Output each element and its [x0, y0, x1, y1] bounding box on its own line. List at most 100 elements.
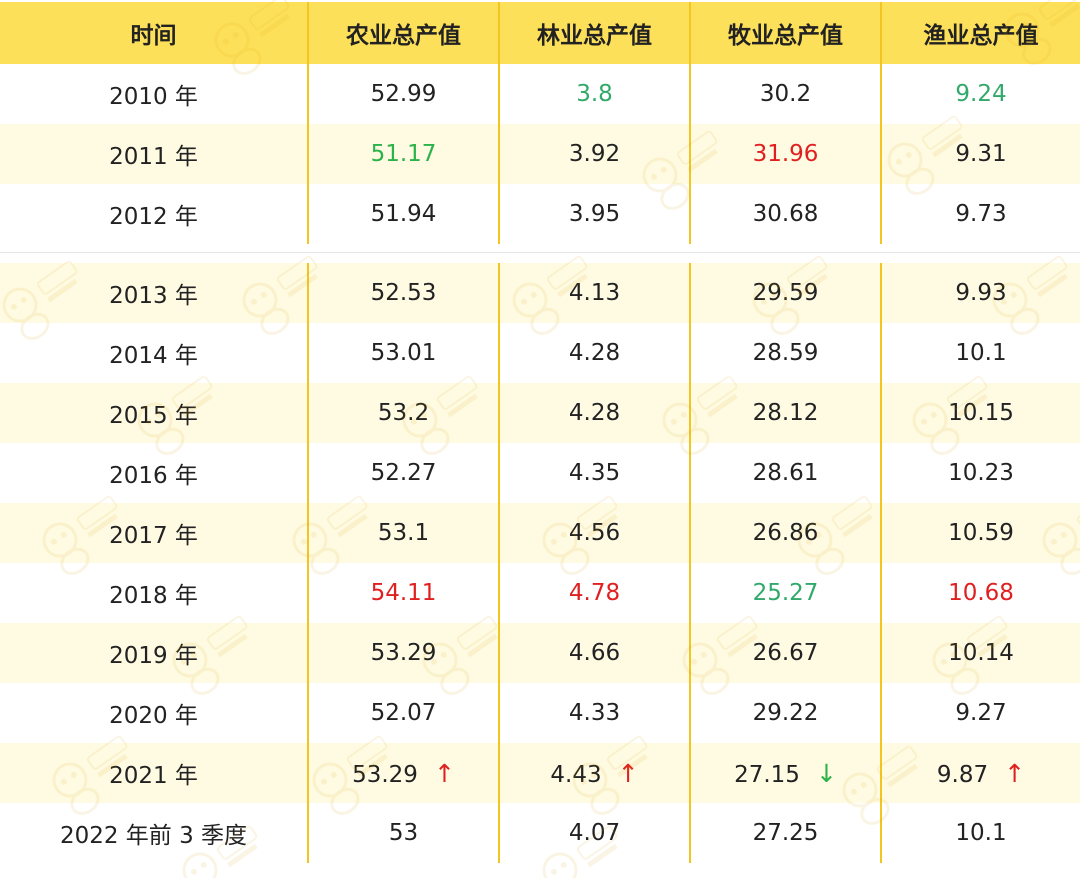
table-cell: 9.31	[880, 124, 1080, 184]
table-cell: 31.96	[689, 124, 881, 184]
table-cell: 29.59	[689, 263, 881, 323]
table-row: 2018 年 54.11 4.78 25.27 10.68	[0, 563, 1080, 623]
table-cell: 27.15 ↓	[689, 743, 881, 803]
cell-value: 2015 年	[109, 403, 198, 429]
cell-value: 27.15	[734, 761, 800, 788]
table-cell: 3.92	[498, 124, 690, 184]
cell-value: 51.94	[370, 201, 437, 227]
table-cell: 4.56	[498, 503, 690, 563]
table-row: 2010 年 52.99 3.8 30.2 9.24	[0, 64, 1080, 124]
table-cell: 3.95	[498, 184, 690, 244]
table-row: 2013 年 52.53 4.13 29.59 9.93	[0, 263, 1080, 323]
data-table-bottom: 2013 年 52.53 4.13 29.59 9.93 2014 年 53.01 4.28 2…	[0, 263, 1080, 863]
cell-value: 26.86	[752, 520, 819, 546]
table-cell: 25.27	[689, 563, 881, 623]
cell-value: 4.33	[568, 700, 621, 726]
table-cell: 53.29	[307, 623, 499, 683]
table-cell: 28.59	[689, 323, 881, 383]
table-cell: 9.87 ↑	[880, 743, 1080, 803]
table-cell: 2012 年	[0, 184, 308, 244]
table-cell: 10.1	[880, 323, 1080, 383]
table-cell: 9.93	[880, 263, 1080, 323]
cell-value: 2014 年	[109, 343, 198, 369]
cell-value: 27.25	[752, 820, 819, 846]
cell-value: 4.66	[568, 640, 621, 666]
table-row: 2017 年 53.1 4.56 26.86 10.59	[0, 503, 1080, 563]
table-cell: 2011 年	[0, 124, 308, 184]
table-cell: 2016 年	[0, 443, 308, 503]
table-cell: 10.1	[880, 803, 1080, 863]
cell-value: 2013 年	[109, 283, 198, 309]
table-cell: 4.35	[498, 443, 690, 503]
table-cell: 26.86	[689, 503, 881, 563]
cell-value: 52.07	[370, 700, 437, 726]
table-cell: 3.8	[498, 64, 690, 124]
table-cell: 53.2	[307, 383, 499, 443]
cell-value: 4.28	[568, 340, 621, 366]
table-cell: 52.53	[307, 263, 499, 323]
cell-value: 53.01	[370, 340, 437, 366]
cell-value: 2017 年	[109, 523, 198, 549]
table-cell: 53.1	[307, 503, 499, 563]
cell-value: 10.14	[948, 640, 1014, 666]
table-cell: 10.15	[880, 383, 1080, 443]
cell-value: 9.27	[955, 700, 1007, 726]
table-cell: 4.43 ↑	[498, 743, 690, 803]
cell-value: 26.67	[752, 640, 819, 666]
bottom-padding	[0, 867, 1080, 878]
table-row: 2014 年 53.01 4.28 28.59 10.1	[0, 323, 1080, 383]
table-cell: 52.07	[307, 683, 499, 743]
table-cell: 10.59	[880, 503, 1080, 563]
cell-value: 31.96	[752, 141, 819, 167]
table-row: 2019 年 53.29 4.66 26.67 10.14	[0, 623, 1080, 683]
table-cell: 9.27	[880, 683, 1080, 743]
cell-value: 28.59	[752, 340, 819, 366]
cell-value: 4.28	[568, 400, 621, 426]
table-cell: 10.68	[880, 563, 1080, 623]
table-row: 2021 年 53.29 ↑ 4.43 ↑ 27.15 ↓ 9.87 ↑	[0, 743, 1080, 803]
column-header: 林业总产值	[498, 2, 690, 64]
table-cell: 53	[307, 803, 499, 863]
cell-value: 3.95	[568, 201, 621, 227]
cell-value: 4.43	[550, 761, 602, 788]
column-header: 牧业总产值	[689, 2, 881, 64]
arrow-up-icon: ↑	[433, 758, 455, 788]
cell-value: 10.15	[948, 400, 1014, 426]
table-cell: 2022 年前 3 季度	[0, 803, 308, 863]
table-row: 2015 年 53.2 4.28 28.12 10.15	[0, 383, 1080, 443]
cell-value: 10.59	[948, 520, 1014, 546]
table-cell: 2019 年	[0, 623, 308, 683]
table-cell: 26.67	[689, 623, 881, 683]
cell-value: 2020 年	[109, 703, 198, 729]
table-row: 2011 年 51.17 3.92 31.96 9.31	[0, 124, 1080, 184]
table-cell: 54.11	[307, 563, 499, 623]
cell-value: 54.11	[370, 580, 437, 606]
cell-value: 2022 年前 3 季度	[59, 823, 248, 849]
table-row: 2020 年 52.07 4.33 29.22 9.27	[0, 683, 1080, 743]
table-cell: 10.14	[880, 623, 1080, 683]
cell-value: 29.59	[752, 280, 819, 306]
cell-value: 30.68	[752, 201, 819, 227]
cell-value: 3.8	[576, 81, 613, 107]
cell-value: 53.29	[370, 640, 437, 666]
cell-value: 2010 年	[109, 84, 198, 110]
arrow-up-icon: ↑	[617, 758, 639, 788]
table-cell: 30.2	[689, 64, 881, 124]
table-cell: 51.94	[307, 184, 499, 244]
table-cell: 4.28	[498, 323, 690, 383]
table-cell: 2017 年	[0, 503, 308, 563]
table-row: 2016 年 52.27 4.35 28.61 10.23	[0, 443, 1080, 503]
cell-value: 4.35	[568, 460, 621, 486]
cell-value: 9.73	[955, 201, 1007, 227]
table-cell: 27.25	[689, 803, 881, 863]
cell-value: 28.61	[752, 460, 819, 486]
data-table-top: 时间 农业总产值 林业总产值 牧业总产值 渔业总产值 2010 年 52.99 3.8 30.2…	[0, 2, 1080, 244]
cell-value: 4.07	[568, 820, 621, 846]
table-cell: 53.29 ↑	[307, 743, 499, 803]
table-cell: 2015 年	[0, 383, 308, 443]
table-cell: 9.24	[880, 64, 1080, 124]
cell-value: 9.31	[955, 141, 1007, 167]
table-cell: 30.68	[689, 184, 881, 244]
cell-value: 29.22	[752, 700, 819, 726]
table-cell: 28.12	[689, 383, 881, 443]
